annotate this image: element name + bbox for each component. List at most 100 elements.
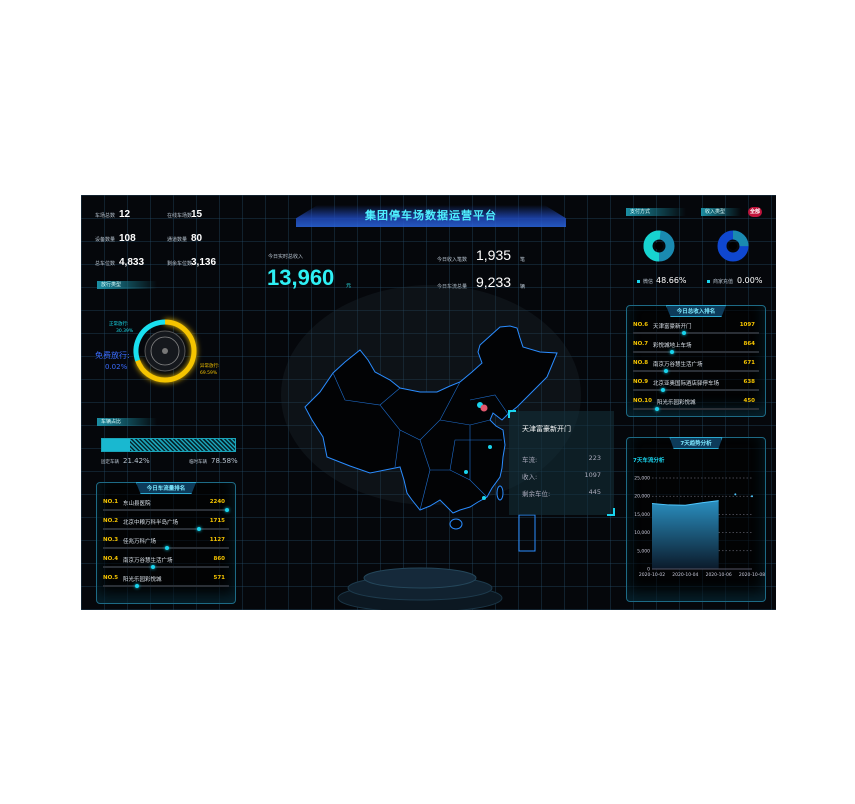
rank-row[interactable]: NO.3 佳兆万科广场 1127 [103,535,229,553]
rank-name: 彩悦城地上车场 [653,343,692,349]
free-pct: 0.02% [105,363,128,371]
rank-row[interactable]: NO.1 东山县医院 2240 [103,497,229,515]
rank-name: 北京亚奥国际酒店驿停车场 [653,381,720,387]
ratio-left-pct: 21.42% [123,457,150,465]
rank-number: NO.4 [103,556,119,562]
pedestal [337,567,503,610]
rank-bar-dot [134,584,139,588]
free-label: 免费放行: [95,351,130,360]
trend-chart: 0 5,000 10,000 15,000 20,000 25,000 2020-… [634,476,765,579]
data-point [751,495,753,498]
tooltip-title: 天津富豪新开门 [522,425,571,433]
ratio-right-label: 临时车辆 [189,460,207,465]
page-title: 集团停车场数据运营平台 [365,209,497,222]
rank-name: 东山县医院 [123,501,151,507]
payment-tag: 支付方式 [626,208,686,216]
rank-bar-dot [669,350,674,354]
rank-bar [103,585,229,587]
rank-bar-dot [663,369,668,373]
y-tick-label: 20,000 [634,494,650,500]
x-tick-label: 2020-10-04 [672,572,698,578]
tooltip-row-label: 收入: [522,473,538,481]
rank-number: NO.10 [633,398,652,404]
rank-row[interactable]: NO.4 南京万谷慧生活广场 860 [103,554,229,572]
y-tick-label: 0 [647,567,650,573]
wechat-legend: 微信 [643,279,654,285]
rank-value: 1127 [209,537,225,543]
ratio-bar [101,438,236,452]
revenue-unit: 元 [346,283,352,289]
map-point-selected[interactable] [480,404,488,412]
rank-value: 1097 [739,322,755,328]
rank-row[interactable]: NO.2 北京中粮万科半岛广场 1715 [103,516,229,534]
rank-bar [633,408,759,410]
dashboard: 集团停车场数据运营平台 车场总数 12 在线车场数 15 设备数量 108 通道数量 … [81,195,776,610]
map-point[interactable] [482,496,486,500]
flow-value: 9,233 [476,274,512,290]
rank-number: NO.7 [633,341,649,347]
revenue-label: 今日实时总收入 [268,254,304,260]
income-rank-panel: 今日总收入排名 NO.6 天津富豪新开门 1097 NO.7 彩悦城地上车场 8… [626,305,766,417]
wechat-pct: 48.66% [656,276,687,285]
rank-name: 佳兆万科广场 [123,539,157,545]
area-series [652,500,719,569]
rank-number: NO.8 [633,360,649,366]
stat-value: 15 [191,209,203,220]
rank-value: 864 [743,341,755,347]
stat-value: 80 [191,233,203,244]
rank-bar-dot [165,546,170,550]
wechat-legend-icon [637,280,640,283]
rank-number: NO.5 [103,575,119,581]
map-point[interactable] [464,470,468,474]
taiwan-island [496,485,504,501]
rank-bar-dot [654,407,659,411]
wechat-arc [643,230,675,262]
ratio-left-label: 固定车辆 [101,460,119,465]
rank-bar [633,332,759,334]
rank-number: NO.2 [103,518,119,524]
normal-pct: 30.39% [116,329,134,334]
rank-row[interactable]: NO.9 北京亚奥国际酒店驿停车场 638 [633,377,759,395]
rank-value: 450 [743,398,755,404]
map-point[interactable] [488,445,492,449]
rank-bar-dot [196,527,201,531]
rank-bar-dot [150,565,155,569]
tooltip-row-value: 445 [588,488,601,496]
stat-label: 总车位数 [95,261,116,267]
rank-row[interactable]: NO.8 南京万谷慧生活广场 671 [633,358,759,376]
tooltip-row-label: 车流: [522,456,538,464]
all-badge[interactable]: 全部 [748,207,762,217]
y-tick-label: 5,000 [637,548,650,554]
stat-value: 108 [119,233,136,244]
tooltip-row-value: 223 [588,454,601,462]
rank-bar-dot [681,331,686,335]
rank-number: NO.3 [103,537,119,543]
stat-label: 剩余车位数 [167,261,193,267]
flow-label: 今日车流总量 [437,283,467,290]
rank-number: NO.1 [103,499,119,505]
rank-name: 阳光乐园彩悦城 [123,577,162,583]
trend-panel: 7天趋势分析 7天车流分析 0 5,000 10,000 15,000 20,0… [626,437,766,602]
release-type-tag: 放行类型 [97,281,157,289]
rank-name: 北京中粮万科半岛广场 [123,520,179,526]
rank-value: 2240 [209,499,225,505]
map-tooltip: 天津富豪新开门 车流: 223 收入: 1097 剩余车位: 445 [508,410,615,516]
vehicle-ratio-tag: 车辆占比 [97,418,157,426]
rank-row[interactable]: NO.10 阳光乐园彩悦城 450 [633,396,759,414]
rank-name: 南京万谷慧生活广场 [653,362,703,368]
income-type-tag: 收入类型 [701,208,741,216]
stat-label: 在线车场数 [167,213,193,219]
income-rank-title: 今日总收入排名 [665,305,727,317]
rank-bar [633,389,759,391]
stat-label: 设备数量 [95,237,116,243]
rank-row[interactable]: NO.7 彩悦城地上车场 864 [633,339,759,357]
abnormal-pct: 69.59% [200,371,218,376]
rank-number: NO.9 [633,379,649,385]
rank-row[interactable]: NO.6 天津富豪新开门 1097 [633,320,759,338]
merchant-legend: 商家充值 [713,279,734,285]
merchant-legend-icon [707,280,710,283]
rank-name: 天津富豪新开门 [653,324,692,330]
rank-row[interactable]: NO.5 阳光乐园彩悦城 571 [103,573,229,591]
rank-bar-dot [661,388,666,392]
income-donut [717,230,749,262]
